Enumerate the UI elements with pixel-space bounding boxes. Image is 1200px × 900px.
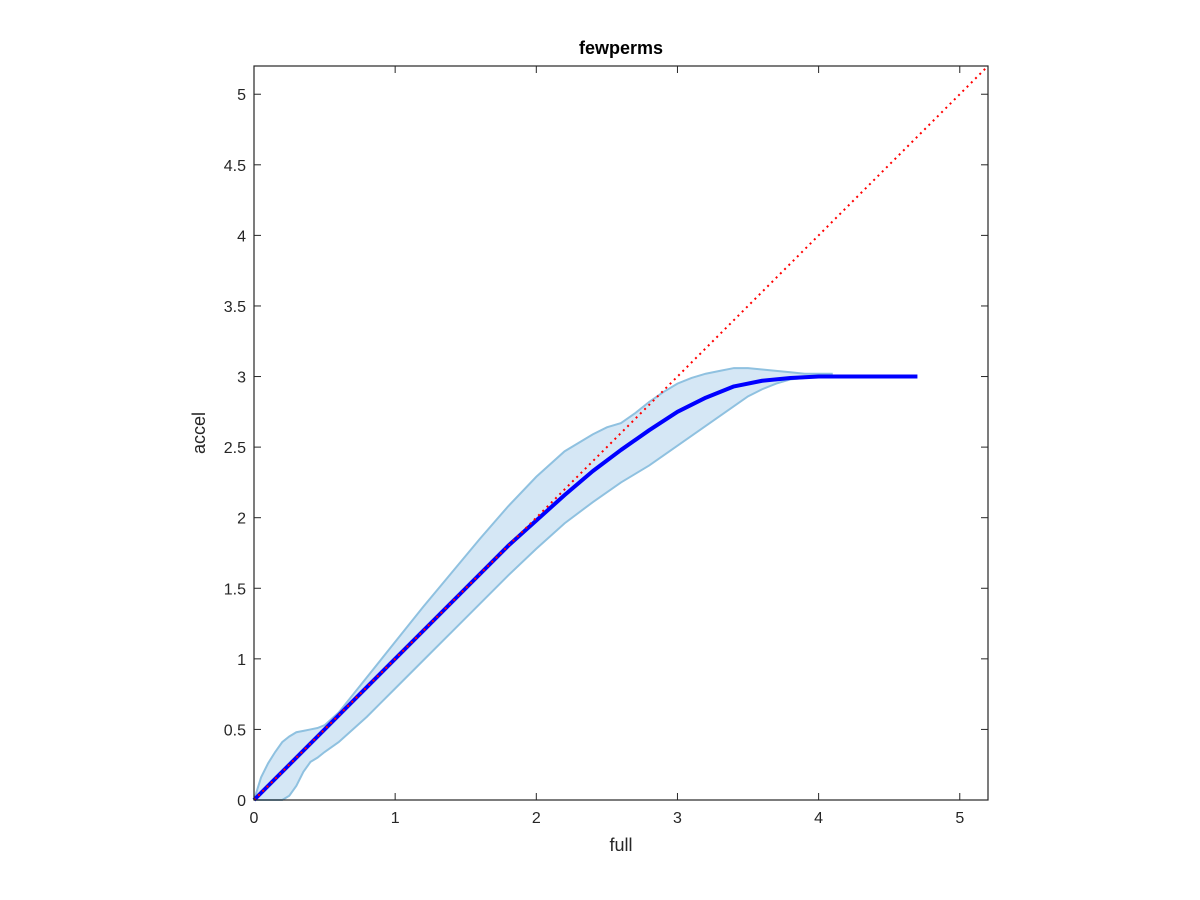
y-tick-label: 3.5: [224, 299, 246, 316]
tick-layer: 0 1 2 3 4 5 0 0.5 1 1.5 2 2.5 3 3.5 4 4.5 5: [224, 66, 988, 827]
axes-layer: [253, 65, 989, 801]
x-tick-label: 0: [250, 810, 259, 827]
mean-series-line: [252, 374, 918, 802]
band-lower-edge: [254, 375, 833, 801]
x-tick-label: 3: [673, 810, 682, 827]
x-tick-label: 1: [391, 810, 400, 827]
band-upper-edge: [253, 367, 833, 801]
y-tick-label: 3: [237, 370, 246, 387]
x-tick-label: 2: [532, 810, 541, 827]
y-tick-label: 1.5: [224, 581, 246, 598]
x-tick-label: 4: [814, 810, 823, 827]
identity-line: [253, 65, 989, 801]
y-tick-label: 2.5: [224, 440, 246, 457]
x-tick-label: 5: [955, 810, 964, 827]
series-layer: [252, 65, 989, 802]
y-tick-label: 4: [237, 228, 246, 245]
chart-title: fewperms: [579, 38, 663, 58]
y-tick-label: 0.5: [224, 722, 246, 739]
confidence-band-layer: [253, 367, 833, 801]
axes-box: [253, 65, 989, 801]
y-tick-label: 2: [237, 511, 246, 528]
y-tick-label: 4.5: [224, 158, 246, 175]
band-area: [254, 368, 833, 800]
y-axis-label: accel: [189, 412, 209, 454]
y-tick-label: 5: [237, 87, 246, 104]
y-tick-label: 1: [237, 652, 246, 669]
x-axis-label: full: [609, 835, 632, 855]
y-tick-label: 0: [237, 793, 246, 810]
